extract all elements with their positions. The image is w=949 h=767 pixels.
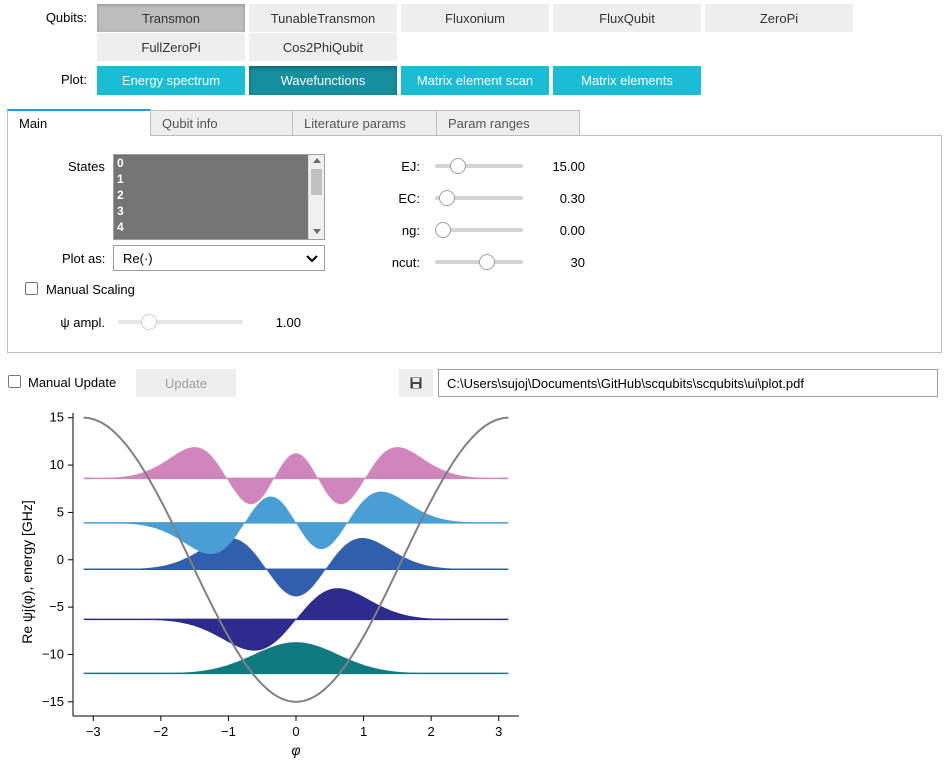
psi-ampl-value: 1.00 bbox=[275, 315, 301, 330]
manual-update-label: Manual Update bbox=[28, 375, 117, 390]
param-slider-thumb[interactable] bbox=[479, 254, 495, 270]
scroll-up-icon[interactable] bbox=[313, 158, 321, 163]
x-tick-label: −2 bbox=[153, 724, 168, 739]
qubit-button-zeropi[interactable]: ZeroPi bbox=[705, 4, 853, 32]
manual-scaling-checkbox[interactable] bbox=[25, 282, 38, 295]
states-listbox[interactable]: 0 1 2 3 4 bbox=[113, 154, 325, 240]
plot-as-label: Plot as: bbox=[62, 251, 106, 266]
param-slider-thumb[interactable] bbox=[449, 158, 466, 174]
x-tick-label: 2 bbox=[428, 724, 435, 739]
file-path-input[interactable]: C:\Users\sujoj\Documents\GitHub\scqubits… bbox=[438, 369, 938, 397]
state-option[interactable]: 0 bbox=[117, 156, 124, 170]
x-tick-label: 0 bbox=[292, 724, 299, 739]
plot-button-matrix-elements[interactable]: Matrix elements bbox=[553, 66, 701, 95]
psi-ampl-track[interactable] bbox=[118, 320, 243, 324]
floppy-disk-icon bbox=[410, 377, 422, 389]
plot-as-select[interactable]: Re(·) bbox=[113, 245, 325, 271]
tab-main[interactable]: Main bbox=[7, 109, 151, 136]
plot-button-wavefunctions[interactable]: Wavefunctions bbox=[249, 66, 397, 95]
wavefunction-fill-2 bbox=[83, 538, 509, 597]
state-option[interactable]: 1 bbox=[117, 172, 124, 186]
plot-button-matrix-element-scan[interactable]: Matrix element scan bbox=[401, 66, 549, 95]
qubit-button-fluxqubit[interactable]: FluxQubit bbox=[553, 4, 701, 32]
wavefunction-fill-1 bbox=[83, 588, 509, 651]
manual-scaling-label: Manual Scaling bbox=[46, 282, 135, 297]
save-button[interactable] bbox=[399, 369, 433, 397]
y-tick-label: 5 bbox=[57, 504, 64, 519]
param-value: 15.00 bbox=[552, 159, 585, 174]
param-label: EJ: bbox=[401, 159, 420, 174]
scroll-down-icon[interactable] bbox=[313, 229, 321, 234]
psi-ampl-label: ψ ampl. bbox=[60, 315, 105, 330]
param-value: 30 bbox=[570, 255, 585, 270]
x-tick-label: 3 bbox=[495, 724, 502, 739]
qubit-button-tunabletransmon[interactable]: TunableTransmon bbox=[249, 4, 397, 32]
param-slider-track[interactable] bbox=[435, 196, 523, 200]
y-tick-label: −10 bbox=[42, 646, 64, 661]
states-label: States bbox=[68, 159, 105, 174]
param-slider-thumb[interactable] bbox=[435, 222, 451, 238]
y-tick-label: −5 bbox=[49, 599, 64, 614]
tab-literature-params[interactable]: Literature params bbox=[292, 110, 437, 136]
potential-curve bbox=[83, 416, 509, 703]
chevron-down-icon bbox=[306, 255, 318, 263]
state-option[interactable]: 2 bbox=[117, 188, 124, 202]
wavefunction-fill-4 bbox=[83, 447, 509, 505]
state-option[interactable]: 4 bbox=[117, 220, 124, 234]
qubits-label: Qubits: bbox=[45, 10, 87, 25]
param-value: 0.00 bbox=[559, 223, 585, 238]
states-scrollbar[interactable] bbox=[308, 155, 324, 239]
qubit-button-transmon[interactable]: Transmon bbox=[97, 4, 245, 32]
param-label: ncut: bbox=[391, 255, 420, 270]
y-tick-label: 15 bbox=[50, 410, 64, 425]
param-label: EC: bbox=[398, 191, 420, 206]
y-tick-label: 0 bbox=[57, 552, 64, 567]
x-tick-label: −1 bbox=[221, 724, 236, 739]
qubit-button-cos2phiqubit[interactable]: Cos2PhiQubit bbox=[249, 33, 397, 61]
qubit-button-fullzeropi[interactable]: FullZeroPi bbox=[97, 33, 245, 61]
wavefunction-fill-3 bbox=[83, 491, 509, 555]
plot-button-energy-spectrum[interactable]: Energy spectrum bbox=[97, 66, 245, 95]
y-tick-label: −15 bbox=[42, 694, 64, 709]
param-slider-track[interactable] bbox=[435, 164, 523, 168]
param-label: ng: bbox=[401, 223, 420, 238]
psi-ampl-thumb[interactable] bbox=[141, 314, 158, 330]
wavefunction-fill-0 bbox=[83, 642, 509, 674]
y-tick-label: 10 bbox=[50, 457, 64, 472]
qubit-button-fluxonium[interactable]: Fluxonium bbox=[401, 4, 549, 32]
plot-label: Plot: bbox=[60, 72, 87, 87]
param-value: 0.30 bbox=[559, 191, 585, 206]
manual-update-checkbox[interactable] bbox=[8, 375, 21, 388]
plot-as-value: Re(·) bbox=[123, 251, 153, 266]
x-axis-label: φ bbox=[291, 742, 300, 758]
param-slider-track[interactable] bbox=[435, 228, 523, 232]
param-slider-thumb[interactable] bbox=[438, 190, 455, 206]
x-tick-label: 1 bbox=[360, 724, 367, 739]
x-tick-label: −3 bbox=[86, 724, 101, 739]
update-button[interactable]: Update bbox=[136, 369, 236, 397]
tab-param-ranges[interactable]: Param ranges bbox=[436, 110, 580, 136]
scroll-thumb[interactable] bbox=[311, 169, 322, 195]
y-axis-label: Re ψj(φ), energy [GHz] bbox=[19, 500, 35, 644]
tab-qubit-info[interactable]: Qubit info bbox=[150, 110, 293, 136]
state-option[interactable]: 3 bbox=[117, 204, 124, 218]
